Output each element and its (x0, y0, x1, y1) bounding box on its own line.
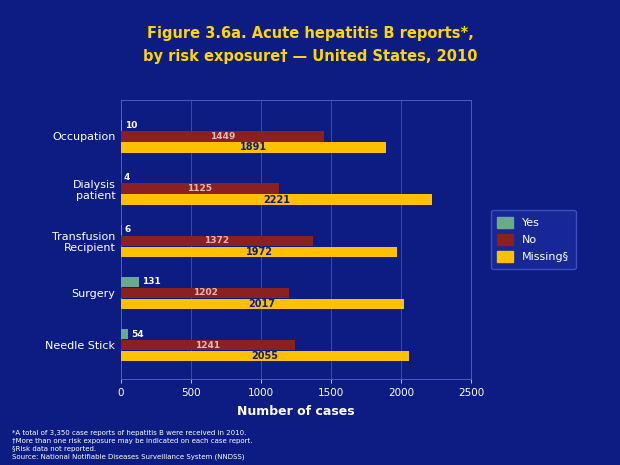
Text: 1241: 1241 (195, 340, 220, 350)
Bar (121, 329, 128, 339)
Bar (121, 183, 278, 194)
Text: 4: 4 (124, 173, 130, 182)
Text: 131: 131 (142, 278, 161, 286)
Bar (121, 351, 409, 361)
Bar (121, 131, 324, 142)
Text: Figure 3.6a. Acute hepatitis B reports*,: Figure 3.6a. Acute hepatitis B reports*, (146, 26, 474, 40)
Text: 1449: 1449 (210, 132, 235, 141)
Bar (121, 288, 290, 298)
Text: *A total of 3,350 case reports of hepatitis B were received in 2010.
†More than : *A total of 3,350 case reports of hepati… (12, 430, 253, 460)
Text: 2055: 2055 (251, 351, 278, 361)
Text: 1125: 1125 (187, 184, 212, 193)
Bar (121, 142, 386, 153)
Text: 1372: 1372 (205, 236, 229, 245)
Bar (121, 340, 294, 350)
Bar (121, 120, 122, 131)
Text: 2221: 2221 (263, 194, 290, 205)
Text: 2017: 2017 (249, 299, 276, 309)
Text: 6: 6 (124, 226, 131, 234)
Legend: Yes, No, Missing§: Yes, No, Missing§ (491, 210, 576, 269)
Bar (121, 246, 397, 257)
Bar (121, 299, 404, 309)
Bar (121, 225, 122, 235)
Text: 1972: 1972 (246, 247, 273, 257)
Bar (121, 277, 140, 287)
Text: 1891: 1891 (240, 142, 267, 153)
X-axis label: Number of cases: Number of cases (237, 405, 355, 418)
Text: 54: 54 (131, 330, 144, 339)
Text: 1202: 1202 (193, 288, 218, 298)
Bar (121, 236, 313, 246)
Text: by risk exposure† — United States, 2010: by risk exposure† — United States, 2010 (143, 49, 477, 64)
Bar (121, 194, 432, 205)
Text: 10: 10 (125, 121, 137, 130)
